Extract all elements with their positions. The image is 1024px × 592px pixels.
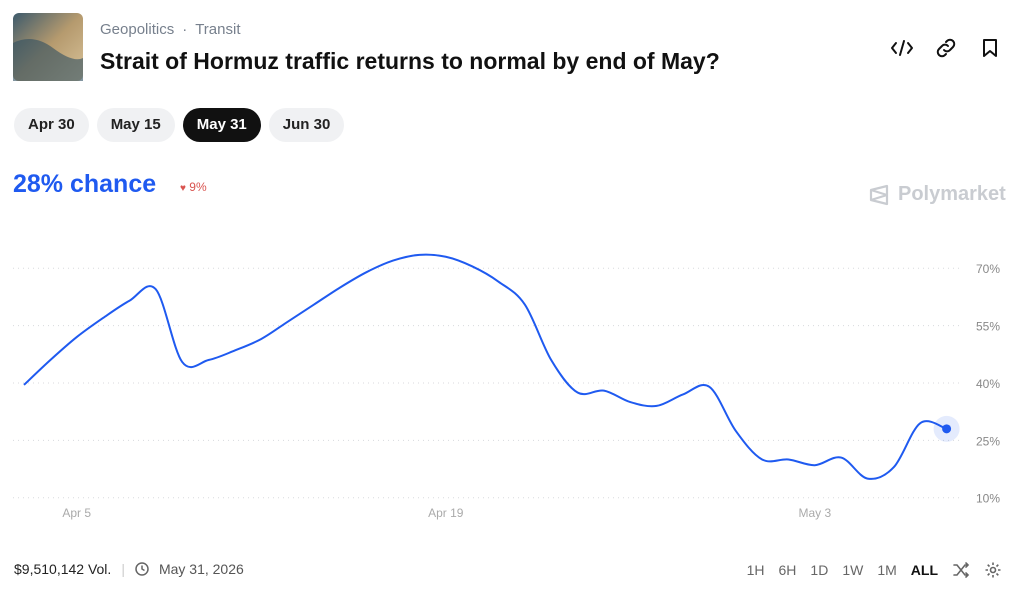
end-date: May 31, 2026: [158, 561, 244, 577]
y-tick-label: 25%: [976, 434, 1000, 448]
current-point: [942, 424, 952, 434]
x-tick-label: May 3: [798, 506, 831, 520]
x-tick-label: Apr 19: [428, 506, 464, 520]
range-button[interactable]: 1H: [746, 562, 765, 578]
settings-icon[interactable]: [984, 561, 1002, 579]
x-tick-label: Apr 5: [62, 506, 91, 520]
chart: 10% 25% 40% 55% 70% Apr 5 Apr 19 May 3: [13, 253, 1000, 520]
change-value: 9%: [189, 180, 207, 194]
y-tick-label: 10%: [976, 492, 1000, 506]
category[interactable]: Transit: [195, 21, 241, 38]
range-button[interactable]: ALL: [910, 562, 938, 578]
brand-name: Polymarket: [898, 183, 1006, 205]
y-tick-label: 55%: [976, 320, 1000, 334]
date-tab[interactable]: May 31: [182, 108, 261, 142]
shuffle-icon[interactable]: [952, 561, 970, 579]
range-button[interactable]: 6H: [778, 562, 797, 578]
range-buttons: 1H 6H 1D 1W 1M ALL: [747, 561, 1002, 579]
volume: $9,510,142 Vol.: [14, 561, 112, 577]
bookmark-button[interactable]: [983, 39, 997, 57]
date-tabs: Apr 30 May 15 May 31 Jun 30: [14, 108, 345, 142]
y-tick-label: 70%: [976, 262, 1000, 276]
brand: Polymarket: [868, 183, 1006, 206]
brand-logo: [869, 184, 889, 205]
action-icons: [891, 38, 997, 58]
change: ♥ 9%: [180, 180, 207, 194]
chance: 28% chance: [13, 170, 157, 198]
date-tab[interactable]: Apr 30: [14, 108, 89, 142]
market-title: Strait of Hormuz traffic returns to norm…: [100, 48, 720, 74]
range-button[interactable]: 1D: [810, 562, 829, 578]
date-tab[interactable]: May 15: [96, 108, 175, 142]
price-line: [23, 253, 947, 480]
range-button[interactable]: 1M: [877, 562, 897, 578]
date-tab[interactable]: Jun 30: [268, 108, 345, 142]
breadcrumb: Geopolitics · Transit: [100, 21, 241, 38]
category[interactable]: Geopolitics: [100, 21, 175, 38]
range-button[interactable]: 1W: [842, 562, 864, 578]
y-tick-label: 40%: [976, 377, 1000, 391]
clock-icon: [135, 562, 149, 576]
footer: $9,510,142 Vol. | May 31, 2026: [14, 561, 244, 577]
market-thumbnail: [13, 13, 83, 81]
link-button[interactable]: [936, 38, 956, 58]
embed-button[interactable]: [891, 40, 913, 56]
